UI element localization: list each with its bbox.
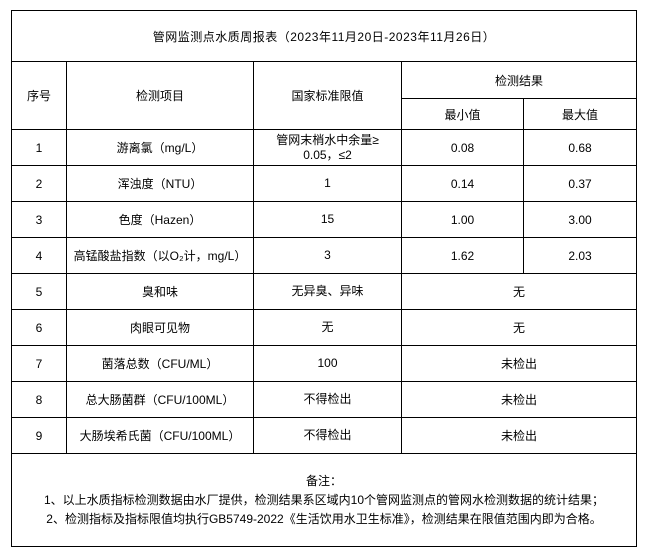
notes-row: 备注： 1、以上水质指标检测数据由水厂提供，检测结果系区域内10个管网监测点的管… [11,453,637,547]
header-limit: 国家标准限值 [253,61,402,130]
header-row-1: 序号 检测项目 国家标准限值 检测结果 [11,61,637,130]
cell-min: 0.08 [401,129,524,166]
cell-result: 无 [401,273,637,310]
cell-no: 1 [11,129,67,166]
cell-no: 3 [11,201,67,238]
cell-no: 7 [11,345,67,382]
table-row: 1 游离氯（mg/L） 管网末梢水中余量≥ 0.05，≤2 0.08 0.68 [11,129,637,166]
cell-item: 游离氯（mg/L） [66,129,254,166]
cell-no: 9 [11,417,67,454]
cell-result: 未检出 [401,381,637,418]
cell-limit: 1 [253,165,402,202]
cell-no: 2 [11,165,67,202]
header-no: 序号 [11,61,67,130]
header-max: 最大值 [523,98,637,130]
cell-item: 臭和味 [66,273,254,310]
cell-no: 5 [11,273,67,310]
header-min: 最小值 [401,98,524,130]
cell-no: 6 [11,309,67,346]
cell-no: 8 [11,381,67,418]
cell-item: 浑浊度（NTU） [66,165,254,202]
table-row: 7 菌落总数（CFU/ML） 100 未检出 [11,345,637,382]
table-row: 4 高锰酸盐指数（以O₂计，mg/L） 3 1.62 2.03 [11,237,637,274]
cell-limit: 无 [253,309,402,346]
notes-text: 备注： 1、以上水质指标检测数据由水厂提供，检测结果系区域内10个管网监测点的管… [11,453,637,547]
cell-limit: 不得检出 [253,381,402,418]
cell-limit: 3 [253,237,402,274]
cell-max: 2.03 [523,237,637,274]
cell-min: 1.62 [401,237,524,274]
cell-min: 1.00 [401,201,524,238]
table-row: 3 色度（Hazen） 15 1.00 3.00 [11,201,637,238]
cell-item: 肉眼可见物 [66,309,254,346]
cell-limit: 15 [253,201,402,238]
table-row: 9 大肠埃希氏菌（CFU/100ML） 不得检出 未检出 [11,417,637,454]
header-item: 检测项目 [66,61,254,130]
cell-result: 无 [401,309,637,346]
cell-max: 3.00 [523,201,637,238]
cell-result: 未检出 [401,417,637,454]
cell-no: 4 [11,237,67,274]
page-title: 管网监测点水质周报表（2023年11月20日-2023年11月26日） [11,10,637,62]
cell-max: 0.37 [523,165,637,202]
cell-limit: 100 [253,345,402,382]
cell-item: 总大肠菌群（CFU/100ML） [66,381,254,418]
cell-limit: 无异臭、异味 [253,273,402,310]
water-quality-table: 管网监测点水质周报表（2023年11月20日-2023年11月26日） 序号 检… [11,10,637,547]
cell-limit: 管网末梢水中余量≥ 0.05，≤2 [253,129,402,166]
cell-max: 0.68 [523,129,637,166]
header-result: 检测结果 [401,61,637,99]
cell-item: 大肠埃希氏菌（CFU/100ML） [66,417,254,454]
cell-item: 菌落总数（CFU/ML） [66,345,254,382]
table-row: 6 肉眼可见物 无 无 [11,309,637,346]
cell-item: 色度（Hazen） [66,201,254,238]
table-row: 2 浑浊度（NTU） 1 0.14 0.37 [11,165,637,202]
table-row: 8 总大肠菌群（CFU/100ML） 不得检出 未检出 [11,381,637,418]
cell-min: 0.14 [401,165,524,202]
cell-item: 高锰酸盐指数（以O₂计，mg/L） [66,237,254,274]
cell-limit: 不得检出 [253,417,402,454]
header-row-2: 最小值 最大值 [12,98,637,130]
table-row: 5 臭和味 无异臭、异味 无 [11,273,637,310]
title-row: 管网监测点水质周报表（2023年11月20日-2023年11月26日） [11,10,637,62]
cell-result: 未检出 [401,345,637,382]
